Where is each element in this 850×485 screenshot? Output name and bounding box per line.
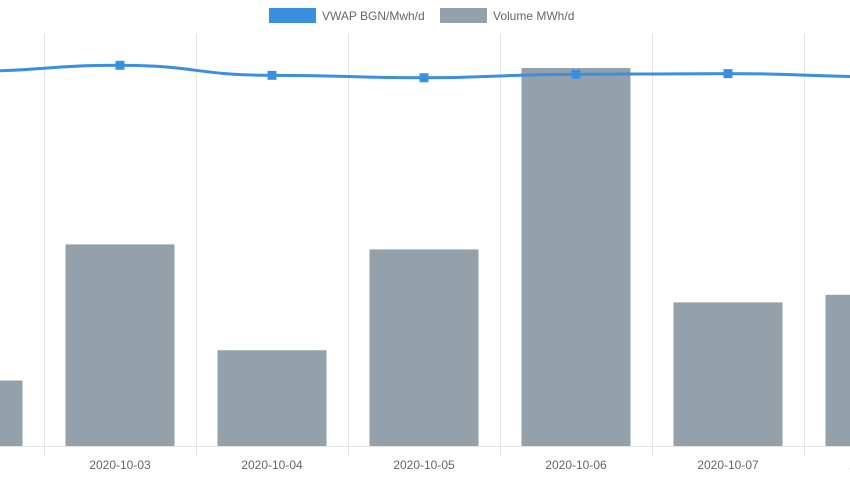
chart-legend: VWAP BGN/Mwh/d Volume MWh/d [269, 8, 574, 23]
legend-swatch-volume [440, 8, 487, 23]
vwap-point[interactable] [724, 69, 733, 78]
volume-bar[interactable] [826, 295, 850, 446]
legend-label-volume: Volume MWh/d [493, 9, 574, 23]
vwap-point[interactable] [268, 71, 277, 80]
x-tick-label: 2020-10-03 [89, 458, 151, 472]
x-axis: 2020-10-022020-10-032020-10-042020-10-05… [0, 458, 850, 472]
volume-bar[interactable] [522, 68, 631, 446]
volume-bar[interactable] [218, 350, 327, 446]
x-tick-label: 2020-10-04 [241, 458, 303, 472]
vwap-point[interactable] [572, 70, 581, 79]
legend-label-vwap: VWAP BGN/Mwh/d [322, 9, 425, 23]
volume-bar[interactable] [370, 249, 479, 446]
vwap-point[interactable] [116, 61, 125, 70]
volume-bar[interactable] [66, 244, 175, 446]
volume-bars [0, 68, 850, 446]
x-tick-label: 2020-10-06 [545, 458, 607, 472]
vwap-point[interactable] [420, 73, 429, 82]
x-tick-label: 2020-10-07 [697, 458, 759, 472]
legend-item-volume[interactable]: Volume MWh/d [440, 8, 574, 23]
legend-swatch-vwap [269, 8, 316, 23]
legend-item-vwap[interactable]: VWAP BGN/Mwh/d [269, 8, 425, 23]
volume-bar[interactable] [0, 380, 23, 446]
x-tick-label: 2020-10-05 [393, 458, 455, 472]
volume-bar[interactable] [674, 302, 783, 446]
vwap-line-series [0, 61, 850, 82]
